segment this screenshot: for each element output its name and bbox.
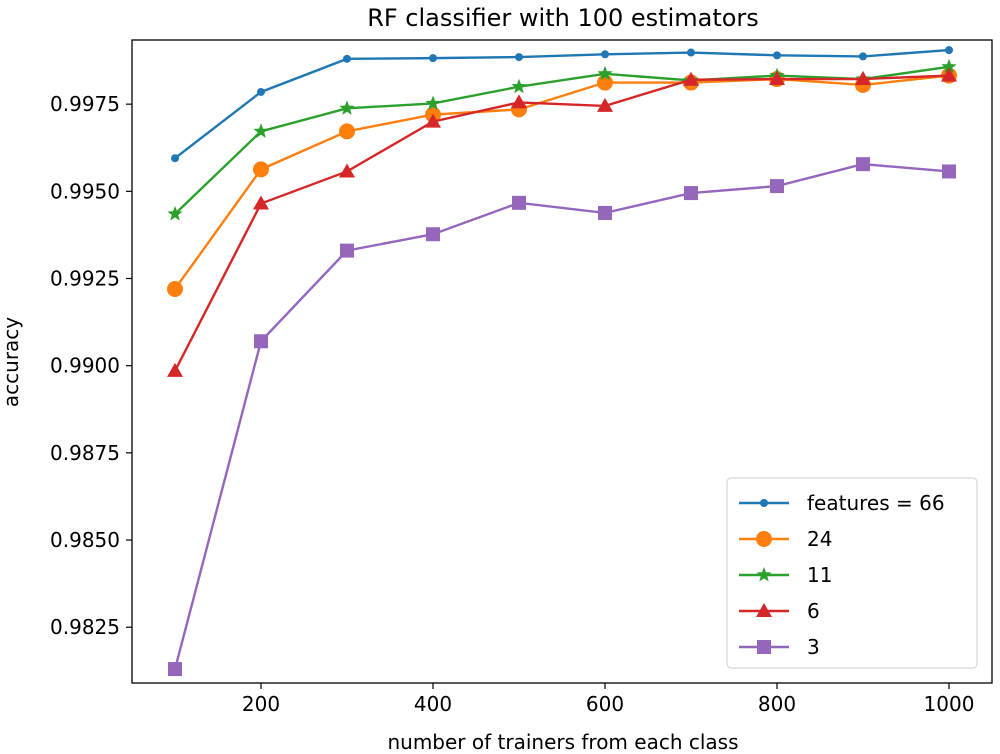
data-point (601, 50, 609, 59)
x-tick-label: 200 (242, 692, 280, 716)
data-point (168, 662, 182, 677)
legend-marker (756, 567, 772, 582)
data-point (425, 113, 441, 128)
data-point (339, 163, 355, 178)
data-point (167, 206, 183, 221)
data-point (512, 195, 526, 210)
legend-marker (756, 603, 772, 617)
series-line (173, 74, 950, 372)
legend-label: 3 (807, 635, 820, 659)
x-tick-label: 800 (758, 692, 796, 716)
x-tick-label: 600 (586, 692, 624, 716)
y-tick-label: 0.9925 (50, 267, 120, 291)
x-axis-label: number of trainers from each class (387, 730, 738, 754)
y-tick-label: 0.9975 (50, 92, 120, 116)
chart-title: RF classifier with 100 estimators (367, 4, 759, 32)
series-line (174, 65, 950, 215)
data-point (515, 53, 523, 62)
data-point (769, 71, 785, 86)
data-point (253, 123, 269, 138)
x-axis: 200 400 600 800 1000 (242, 683, 975, 716)
data-point (941, 58, 957, 74)
data-point (343, 54, 351, 63)
legend-item: 6 (739, 599, 820, 623)
data-point (511, 94, 527, 109)
data-point (257, 87, 265, 96)
y-axis: 0.9825 0.9850 0.9875 0.9900 0.9925 0.9950 0.99… (50, 92, 132, 639)
data-point (429, 54, 437, 63)
series-layer (167, 46, 957, 677)
legend-marker (756, 531, 772, 547)
y-tick-label: 0.9900 (50, 354, 120, 378)
legend-marker (760, 499, 768, 507)
data-point (770, 179, 784, 194)
data-point (598, 205, 612, 220)
data-point (684, 186, 698, 201)
data-point (945, 46, 953, 55)
y-tick-label: 0.9825 (50, 615, 120, 639)
y-tick-label: 0.9850 (50, 528, 120, 552)
legend-label: features = 66 (807, 491, 945, 515)
x-tick-label: 400 (414, 692, 452, 716)
legend-item: 11 (739, 563, 832, 587)
data-point (425, 95, 441, 110)
series-line (174, 48, 950, 160)
data-point (254, 334, 268, 349)
data-point (253, 161, 269, 178)
data-point (511, 78, 527, 94)
y-tick-label: 0.9875 (50, 441, 120, 465)
y-axis-label: accuracy (0, 317, 23, 407)
y-tick-label: 0.9950 (50, 179, 120, 203)
data-point (856, 157, 870, 172)
data-point (253, 195, 269, 210)
data-point (339, 123, 355, 140)
plot-area (131, 39, 993, 684)
data-point (773, 51, 781, 60)
data-point (941, 67, 957, 82)
data-point (597, 97, 613, 112)
data-point (426, 227, 440, 242)
data-point (942, 164, 956, 179)
legend-item: 3 (739, 635, 820, 659)
legend-label: 11 (807, 563, 832, 587)
data-point (167, 280, 183, 297)
data-point (859, 52, 867, 61)
data-point (597, 65, 613, 81)
legend-box (726, 477, 978, 669)
series-4 (167, 67, 957, 377)
data-point (339, 100, 355, 115)
data-point (340, 243, 354, 258)
legend: features = 66 24 11 6 3 (726, 477, 978, 669)
data-point (171, 154, 179, 163)
legend-label: 6 (807, 599, 820, 623)
legend-item: features = 66 (739, 491, 945, 515)
data-point (683, 71, 699, 86)
legend-marker (757, 640, 771, 654)
series-line (173, 162, 950, 670)
series-line (174, 74, 950, 290)
series-1 (171, 46, 953, 163)
data-point (855, 71, 871, 86)
x-tick-label: 1000 (924, 692, 975, 716)
data-point (167, 362, 183, 377)
series-5 (168, 157, 956, 677)
legend-label: 24 (807, 527, 832, 551)
legend-item: 24 (739, 527, 832, 551)
data-point (687, 48, 695, 57)
